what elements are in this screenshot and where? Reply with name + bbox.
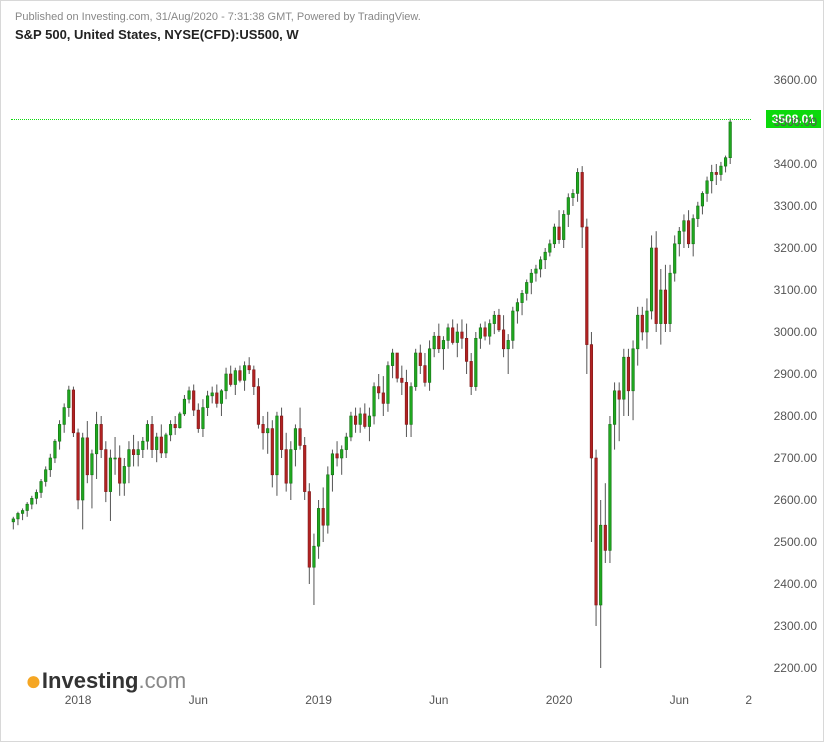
chart-container: Published on Investing.com, 31/Aug/2020 …	[0, 0, 824, 742]
y-tick-label: 2200.00	[774, 661, 817, 675]
y-tick-label: 2600.00	[774, 493, 817, 507]
y-tick-label: 2500.00	[774, 535, 817, 549]
y-axis: 3508.01 2200.002300.002400.002500.002600…	[751, 59, 821, 689]
x-axis: 2018 Jun 2019 Jun 2020 Jun 2	[11, 693, 751, 717]
candlestick-svg	[11, 59, 751, 689]
y-tick-label: 3600.00	[774, 73, 817, 87]
logo-dot-icon: ●	[25, 667, 42, 695]
investing-logo: ● Investing .com	[25, 667, 186, 695]
y-tick-label: 2700.00	[774, 451, 817, 465]
x-tick-label: 2020	[546, 693, 573, 707]
y-tick-label: 3300.00	[774, 199, 817, 213]
y-tick-label: 2400.00	[774, 577, 817, 591]
y-tick-label: 3500.00	[774, 115, 817, 129]
y-tick-label: 3400.00	[774, 157, 817, 171]
x-tick-label: 2019	[305, 693, 332, 707]
last-price-line	[11, 119, 751, 120]
x-tick-label: Jun	[189, 693, 208, 707]
y-tick-label: 2300.00	[774, 619, 817, 633]
x-tick-label: Jun	[670, 693, 689, 707]
y-tick-label: 3200.00	[774, 241, 817, 255]
publish-line: Published on Investing.com, 31/Aug/2020 …	[15, 11, 809, 23]
x-tick-label: 2018	[65, 693, 92, 707]
y-tick-label: 2800.00	[774, 409, 817, 423]
chart-header: Published on Investing.com, 31/Aug/2020 …	[1, 1, 823, 42]
x-tick-label: Jun	[429, 693, 448, 707]
y-tick-label: 2900.00	[774, 367, 817, 381]
x-tick-label: 2	[745, 693, 752, 707]
chart-plot-area[interactable]	[11, 59, 751, 689]
y-tick-label: 3100.00	[774, 283, 817, 297]
y-tick-label: 3000.00	[774, 325, 817, 339]
logo-text-suffix: .com	[139, 668, 187, 694]
chart-title: S&P 500, United States, NYSE(CFD):US500,…	[15, 27, 809, 42]
logo-text-main: Investing	[42, 668, 139, 694]
